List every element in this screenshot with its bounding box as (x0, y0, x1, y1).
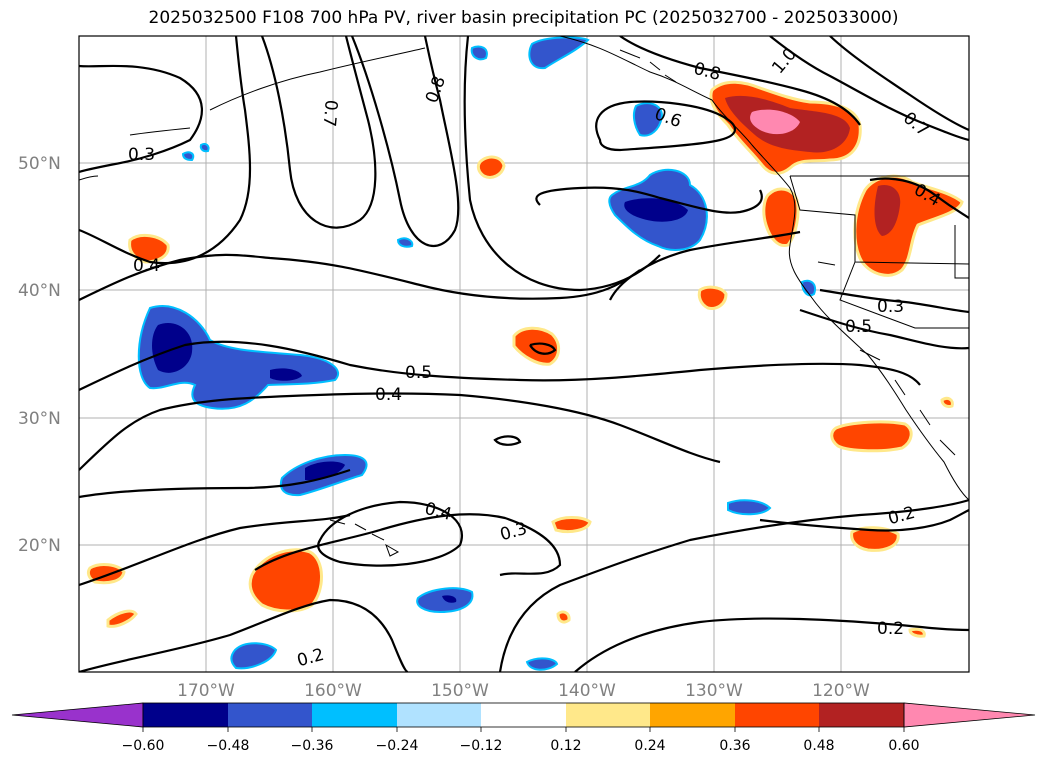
colorbar-segment (481, 703, 566, 727)
coastlines (79, 36, 969, 557)
latitude-label: 30°N (18, 409, 61, 429)
longitude-label: 150°W (431, 681, 489, 701)
negative-region (525, 657, 559, 671)
longitude-label: 170°W (177, 681, 235, 701)
colorbar-extend-low (11, 702, 144, 728)
positive-region (128, 233, 170, 264)
negative-anomaly-regions (137, 36, 816, 671)
colorbar-tick-label: −0.48 (207, 738, 250, 754)
negative-region (800, 279, 816, 297)
positive-region (556, 610, 571, 624)
colorbar-tick-label: 0.36 (719, 738, 750, 754)
contour-label: 0.4 (375, 385, 402, 405)
colorbar-tick-label: −0.60 (122, 738, 165, 754)
colorbar-segment (143, 703, 228, 727)
positive-region (908, 627, 926, 638)
colorbar-tick-label: −0.36 (291, 738, 334, 754)
contour-label: 0.2 (877, 619, 904, 639)
positive-region (940, 396, 954, 408)
longitude-axis: 170°W 160°W 150°W 140°W 130°W 120°W (177, 681, 870, 701)
positive-region (106, 609, 138, 628)
latitude-axis: 50°N 40°N 30°N 20°N (18, 154, 61, 556)
negative-region (632, 102, 664, 137)
colorbar-segment (819, 703, 904, 727)
positive-region (476, 155, 506, 179)
map-title: 2025032500 F108 700 hPa PV, river basin … (148, 8, 899, 28)
colorbar-segment (397, 703, 481, 727)
negative-region (396, 237, 414, 248)
longitude-label: 140°W (558, 681, 616, 701)
positive-region (697, 285, 728, 310)
map-frame (78, 35, 970, 673)
colorbar-segment (566, 703, 650, 727)
negative-region (727, 499, 772, 516)
colorbar-tick-label: 0.60 (888, 738, 919, 754)
negative-region-core (305, 461, 345, 481)
contour-label: 0.5 (845, 317, 872, 337)
negative-region-core (152, 323, 193, 373)
colorbar: −0.60 −0.48 −0.36 −0.24 −0.12 0.12 0.24 … (11, 702, 1036, 754)
pv-contours (79, 36, 969, 672)
contour-label: 0.5 (405, 363, 432, 383)
negative-region (230, 642, 278, 670)
latitude-label: 40°N (18, 281, 61, 301)
negative-region (199, 142, 210, 153)
colorbar-tick-label: 0.12 (550, 738, 581, 754)
contour-label: 0.3 (128, 145, 155, 165)
latitude-label: 50°N (18, 154, 61, 174)
positive-region (850, 526, 900, 552)
negative-region-core (270, 368, 302, 381)
longitude-label: 160°W (304, 681, 362, 701)
longitude-label: 130°W (685, 681, 743, 701)
colorbar-tick-label: −0.12 (460, 738, 503, 754)
colorbar-segment (312, 703, 397, 727)
positive-region-core (874, 184, 901, 236)
colorbar-tick-label: 0.48 (803, 738, 834, 754)
colorbar-segment (228, 703, 312, 727)
negative-region (528, 36, 590, 70)
positive-region (551, 516, 592, 534)
positive-region-peak (750, 109, 800, 135)
longitude-label: 120°W (812, 681, 870, 701)
positive-region (830, 420, 913, 453)
positive-anomaly-regions (86, 80, 964, 638)
colorbar-segment (650, 703, 735, 727)
negative-region (470, 45, 488, 61)
contour-label: 0.4 (133, 256, 160, 276)
colorbar-tick-label: −0.24 (376, 738, 419, 754)
negative-region-core (442, 595, 457, 603)
colorbar-extend-high (903, 702, 1036, 728)
colorbar-segment (735, 703, 819, 727)
contour-label: 0.7 (319, 99, 341, 128)
latitude-label: 20°N (18, 536, 61, 556)
negative-region-core (624, 198, 688, 222)
contour-label: 0.3 (877, 297, 904, 317)
colorbar-tick-label: 0.24 (634, 738, 665, 754)
negative-region (181, 151, 195, 162)
positive-region (512, 326, 560, 366)
negative-region (137, 305, 339, 410)
positive-region (762, 187, 800, 248)
